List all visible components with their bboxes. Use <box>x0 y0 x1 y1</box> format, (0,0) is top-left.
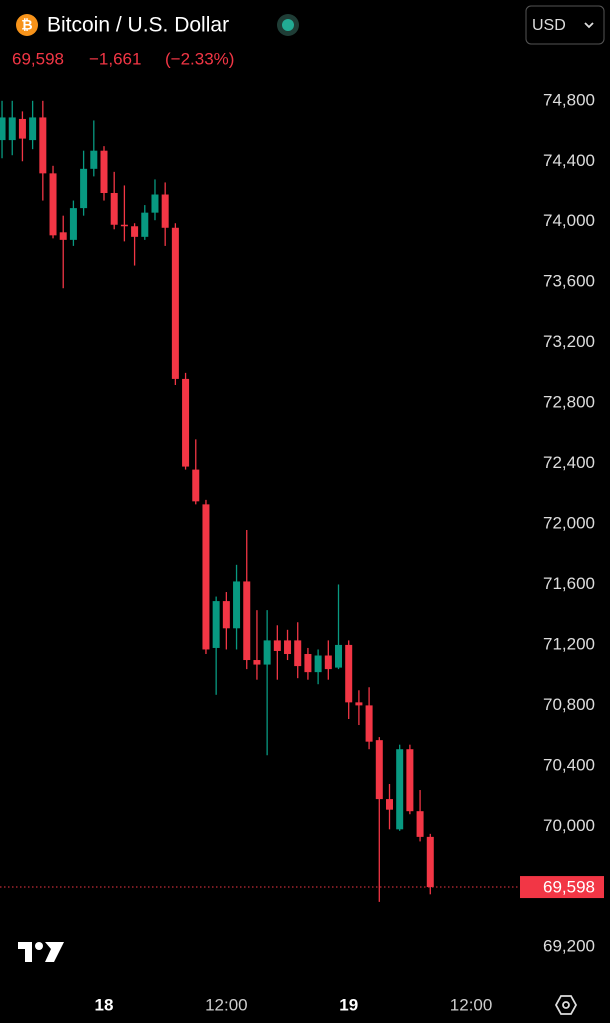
candle-body <box>39 117 47 174</box>
y-tick-label: 71,600 <box>543 574 595 593</box>
currency-chevron <box>584 22 594 29</box>
candle-body <box>335 644 343 668</box>
market-status-dot[interactable] <box>282 19 294 31</box>
candle-body <box>375 740 383 800</box>
y-tick-label: 70,400 <box>543 755 595 774</box>
y-tick-label: 71,200 <box>543 634 595 653</box>
candle-body <box>100 150 108 194</box>
y-tick-label: 74,000 <box>543 211 595 230</box>
candle-body <box>273 640 281 651</box>
candle-body <box>406 749 414 812</box>
candle-body <box>141 212 149 237</box>
candle-body <box>69 208 77 240</box>
candle-body <box>212 601 220 648</box>
candle-body <box>284 640 292 654</box>
last-price-tag <box>520 876 604 899</box>
candle-body <box>263 640 271 665</box>
x-tick-label: 18 <box>95 995 114 1014</box>
candle-body <box>385 799 393 810</box>
y-tick-label: 72,800 <box>543 393 595 412</box>
x-tick-label: 12:00 <box>450 995 493 1014</box>
candle-body <box>243 581 251 661</box>
candle-body <box>110 193 118 225</box>
candle-body <box>120 224 128 227</box>
candle-body <box>171 227 179 379</box>
candle-body <box>426 836 434 888</box>
candle-body <box>202 504 210 650</box>
settings-icon[interactable] <box>554 995 578 1015</box>
candle-body <box>192 469 200 502</box>
y-tick-label: 70,800 <box>543 695 595 714</box>
currency-button[interactable] <box>525 5 605 45</box>
y-tick-label: 70,000 <box>543 816 595 835</box>
last-price-tag-label: 69,598 <box>543 878 595 897</box>
y-tick-label: 73,600 <box>543 272 595 291</box>
candle-body <box>59 232 67 240</box>
tradingview-logo <box>18 942 64 962</box>
candle-body <box>29 117 37 141</box>
candle-body <box>314 655 322 673</box>
candle-body <box>90 150 98 169</box>
candle-body <box>345 644 353 703</box>
y-tick-label: 74,400 <box>543 151 595 170</box>
y-tick-label: 73,200 <box>543 332 595 351</box>
candle-body <box>151 194 159 213</box>
candle-body <box>355 702 363 706</box>
candle-body <box>8 117 16 141</box>
candle-body <box>49 173 57 236</box>
y-tick-label: 72,000 <box>543 513 595 532</box>
candle-body <box>80 168 88 209</box>
candle-body <box>182 378 190 467</box>
y-tick-label: 69,200 <box>543 937 595 956</box>
price-change-percent: (−2.33%) <box>165 49 234 68</box>
candle-body <box>396 749 404 830</box>
candle-body <box>294 640 302 667</box>
currency-label: USD <box>532 17 566 34</box>
candle-body <box>161 194 169 228</box>
candle-body <box>233 581 241 629</box>
y-tick-label: 72,400 <box>543 453 595 472</box>
candle-body <box>222 601 230 629</box>
candle-body <box>416 811 424 837</box>
x-tick-label: 12:00 <box>205 995 248 1014</box>
last-price: 69,598 <box>12 49 64 68</box>
candle-body <box>131 226 139 237</box>
symbol-title: Bitcoin / U.S. Dollar <box>47 14 229 37</box>
candle-body <box>365 705 373 742</box>
bitcoin-icon-glyph: ₿ <box>21 17 32 33</box>
candle-body <box>324 655 332 670</box>
candle-body <box>0 117 6 141</box>
bitcoin-icon <box>16 14 38 36</box>
candle-body <box>253 660 261 665</box>
candle-body <box>18 118 26 139</box>
candle-body <box>304 653 312 673</box>
price-change: −1,661 <box>89 49 141 68</box>
y-tick-label: 74,800 <box>543 90 595 109</box>
x-tick-label: 19 <box>339 995 358 1014</box>
